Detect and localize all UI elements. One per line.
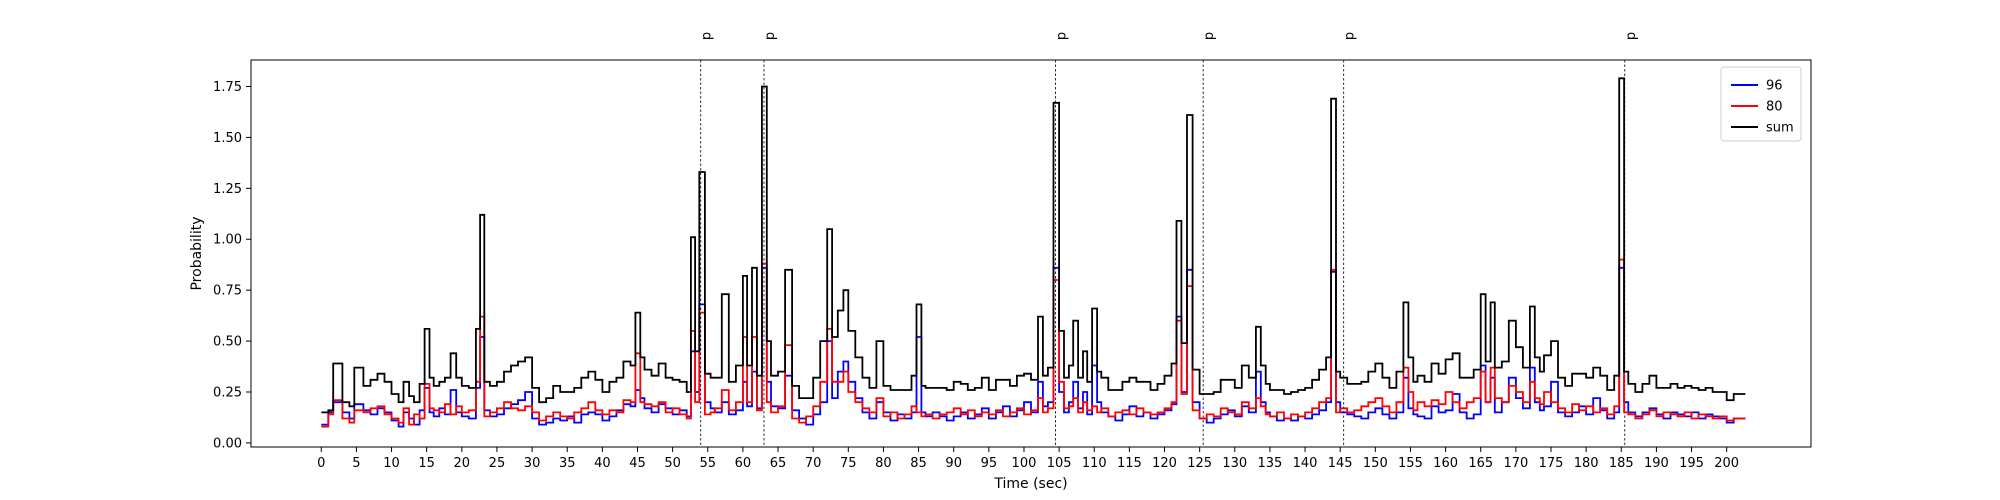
legend-label-96: 96	[1766, 79, 1783, 94]
y-tick-label: 1.25	[213, 182, 242, 197]
marker-label: p	[1624, 32, 1639, 40]
x-tick-label: 190	[1644, 456, 1669, 471]
x-tick-label: 5	[352, 456, 360, 471]
series-lines	[321, 77, 1746, 428]
y-tick-label: 0.50	[213, 335, 242, 350]
y-axis-label: Probability	[189, 216, 205, 290]
x-tick-label: 110	[1082, 456, 1107, 471]
x-tick-label: 140	[1293, 456, 1318, 471]
x-tick-label: 115	[1117, 456, 1142, 471]
x-tick-label: 135	[1258, 456, 1283, 471]
x-tick-label: 50	[664, 456, 681, 471]
x-tick-label: 145	[1328, 456, 1353, 471]
x-tick-label: 130	[1222, 456, 1247, 471]
marker-label: p	[700, 32, 715, 40]
x-tick-label: 125	[1187, 456, 1212, 471]
x-tick-label: 95	[981, 456, 998, 471]
x-tick-label: 105	[1047, 456, 1072, 471]
x-tick-label: 35	[559, 456, 576, 471]
y-tick-label: 1.00	[213, 233, 242, 248]
x-tick-label: 80	[875, 456, 892, 471]
y-tick-label: 0.75	[213, 284, 242, 299]
x-tick-label: 75	[840, 456, 857, 471]
marker-label: p	[763, 32, 778, 40]
y-tick-label: 0.00	[213, 436, 242, 451]
x-axis-label: Time (sec)	[993, 476, 1067, 492]
x-tick-label: 180	[1574, 456, 1599, 471]
x-tick-label: 65	[770, 456, 787, 471]
marker-label: p	[1343, 32, 1358, 40]
x-tick-label: 185	[1609, 456, 1634, 471]
y-tick-label: 1.75	[213, 80, 242, 95]
series-line-96	[321, 266, 1746, 428]
x-tick-label: 40	[594, 456, 611, 471]
x-tick-label: 70	[805, 456, 822, 471]
x-tick-label: 175	[1539, 456, 1564, 471]
plot-frame	[250, 59, 1812, 448]
x-tick-label: 10	[383, 456, 400, 471]
legend-label-sum: sum	[1766, 121, 1794, 136]
x-tick-label: 170	[1503, 456, 1528, 471]
x-tick-label: 60	[735, 456, 752, 471]
x-tick-label: 160	[1433, 456, 1458, 471]
y-axis-ticks: 0.00 0.25 0.50 0.75 1.00 1.25 1.50 1.75	[213, 80, 251, 451]
legend-label-80: 80	[1766, 100, 1783, 115]
x-tick-label: 100	[1012, 456, 1037, 471]
x-tick-label: 90	[945, 456, 962, 471]
marker-label: p	[1055, 32, 1070, 40]
series-line-sum	[321, 77, 1746, 414]
series-line-80	[321, 258, 1746, 428]
x-tick-label: 0	[317, 456, 325, 471]
x-tick-label: 200	[1714, 456, 1739, 471]
y-tick-label: 0.25	[213, 386, 242, 401]
x-tick-label: 85	[910, 456, 927, 471]
x-tick-label: 15	[418, 456, 435, 471]
x-tick-label: 20	[454, 456, 471, 471]
x-axis-ticks: 0 5 10 15 20 25 30 35 40 45 50 55 60 65 70 75 80 85 90 95 10…	[317, 447, 1739, 471]
x-tick-label: 45	[629, 456, 646, 471]
x-tick-label: 25	[489, 456, 506, 471]
x-tick-label: 195	[1679, 456, 1704, 471]
x-tick-label: 165	[1468, 456, 1493, 471]
x-tick-label: 30	[524, 456, 541, 471]
x-tick-label: 150	[1363, 456, 1388, 471]
y-tick-label: 1.50	[213, 131, 242, 146]
legend: 96 80 sum	[1720, 66, 1802, 142]
x-tick-label: 55	[699, 456, 716, 471]
x-tick-label: 120	[1152, 456, 1177, 471]
marker-label: p	[1202, 32, 1217, 40]
x-tick-label: 155	[1398, 456, 1423, 471]
